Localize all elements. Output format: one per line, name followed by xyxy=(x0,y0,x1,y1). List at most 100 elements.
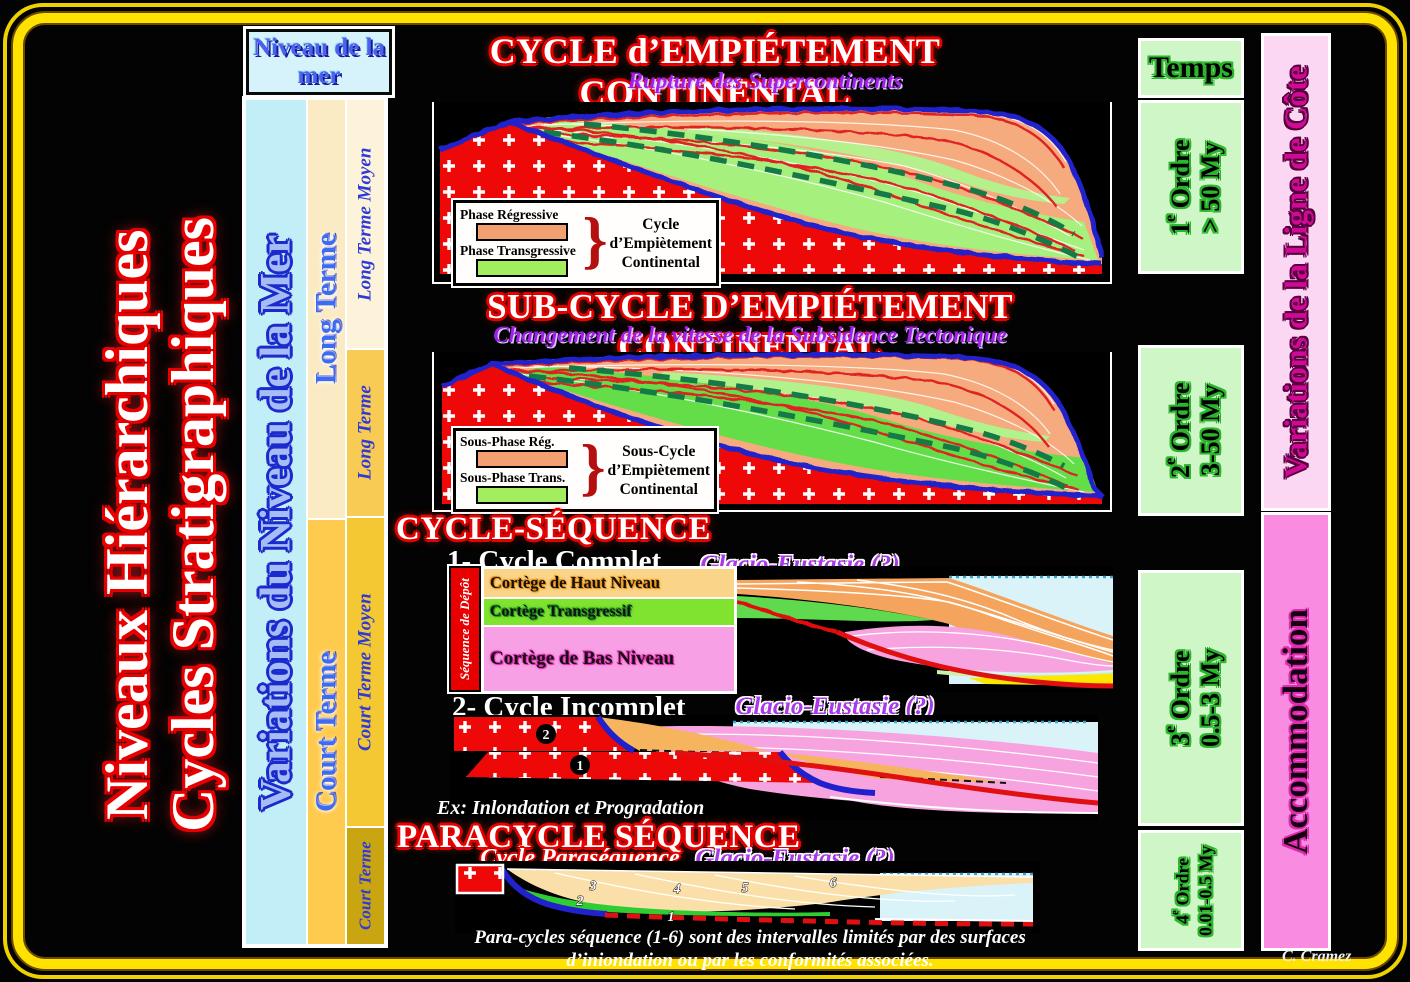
cycle-name-line3: Continental xyxy=(621,253,700,271)
wedge-top-line xyxy=(506,868,1034,878)
maximum-flooding-dashes xyxy=(528,365,1076,495)
parasequence-wedge xyxy=(507,869,1033,912)
example-label: Ex: Inlondation et Progradation xyxy=(437,797,705,819)
paracycle-caption: Para-cycles séquence (1-6) sont des inte… xyxy=(430,926,1070,972)
number-2-circle xyxy=(536,724,556,744)
order-3-duration: 0.5-3 My xyxy=(1195,648,1225,748)
base-white-line xyxy=(874,918,1034,922)
sousphase-regressive-swatch xyxy=(476,450,568,468)
number-1: 1 xyxy=(577,759,584,774)
sequence-depot-bar: Séquence de Dépôt xyxy=(449,566,481,692)
maximum-flooding-dashes xyxy=(543,121,1086,263)
transgressive-band-upper xyxy=(684,126,1070,204)
blue-boundaries xyxy=(439,106,1105,267)
order-2-duration: 3-50 My xyxy=(1195,384,1225,477)
order-4-box: 4e Ordre 0.01-0.5 My xyxy=(1138,830,1244,951)
paracycle-number-3: 3 xyxy=(589,879,597,894)
caption-line2: d’iniondation ou par les conformités ass… xyxy=(566,950,934,971)
court-terme-sub-column: Court Terme xyxy=(347,828,384,944)
brace-icon: } xyxy=(582,204,608,275)
court-terme-label: Court Terme xyxy=(310,651,342,813)
long-terme-moyen-label: Long Terme Moyen xyxy=(354,147,376,301)
sousphase-regressive-label: Sous-Phase Rég. xyxy=(460,434,555,449)
order-3-line1: 3e Ordre xyxy=(1162,650,1195,746)
sea-variations-label: Variations du Niveau de la Mer xyxy=(252,234,300,810)
onlap-curve-2 xyxy=(595,715,636,754)
subcycle-legend-phases: Sous-Phase Rég. Sous-Phase Trans. xyxy=(460,434,580,506)
paracycle-number-1: 1 xyxy=(668,910,675,925)
red-marker-line xyxy=(674,750,1098,806)
poster-title-line1: Niveaux Hiérarchiques xyxy=(94,229,160,821)
order-1-box: 1e Ordre > 50 My xyxy=(1138,100,1244,274)
sea-variations-column: Variations du Niveau de la Mer xyxy=(246,100,306,944)
sea-level-header-label: Niveau de la mer xyxy=(253,34,385,89)
paracycle-number-4: 4 xyxy=(673,882,681,897)
order-3-box: 3e Ordre 0.5-3 My xyxy=(1138,570,1244,826)
court-terme-column: Court Terme xyxy=(308,520,345,944)
cycle-legend-phases: Phase Régressive Phase Transgressive xyxy=(460,207,582,279)
paracycle-number-6: 6 xyxy=(830,876,837,891)
cortege-bas-band: Cortège de Bas Niveau xyxy=(484,627,734,691)
section2-subtitle: Changement de la vitesse de la Subsidenc… xyxy=(493,322,1007,347)
cycle-incomplet-svg: 2 1 xyxy=(450,715,1098,820)
paracycle-number-5: 5 xyxy=(742,881,749,896)
paracycle-number-2: 2 xyxy=(576,894,584,909)
number-1-circle xyxy=(570,755,590,775)
order-4-duration: 0.01-0.5 My xyxy=(1195,845,1216,936)
cortege-bas-label: Cortège de Bas Niveau xyxy=(490,648,675,669)
cycle-name-line1: Cycle xyxy=(642,215,680,233)
outer-gold-frame xyxy=(3,3,1407,979)
transgressive-band xyxy=(529,120,1098,260)
orange-wedge-a xyxy=(598,717,768,751)
subcycle-legend: Sous-Phase Rég. Sous-Phase Trans. } Sous… xyxy=(453,428,717,512)
phase-regressive-label: Phase Régressive xyxy=(460,207,559,222)
accommodation-label: Accommodation xyxy=(1276,609,1315,854)
temps-label: Temps xyxy=(1149,51,1233,84)
transgressive-band xyxy=(514,366,1098,492)
orange-wedge-b xyxy=(780,753,1006,783)
clinoforms-pink xyxy=(851,631,1113,667)
section1-title: CYCLE d’EMPIÉTEMENT CONTINENTAL xyxy=(489,31,941,113)
cortege-haut-band: Cortège de Haut Niveau xyxy=(484,569,734,599)
cycle-name-line2: d’Empiètement xyxy=(609,234,712,252)
cortege-transgressif-band: Cortège Transgressif xyxy=(484,599,734,627)
subcycle-name-line2: d’Empiètement xyxy=(607,461,710,479)
signature: C. Cramez xyxy=(1282,948,1352,965)
parasequence-numbers: 1 2 3 4 5 6 xyxy=(575,876,837,926)
subcycle-legend-name: Sous-Cycle d’Empiètement Continental xyxy=(608,442,710,499)
section3-title: CYCLE-SÉQUENCE xyxy=(396,511,712,547)
long-terme-label: Long Terme xyxy=(310,233,342,385)
sousphase-transgressive-swatch xyxy=(476,486,568,504)
basement-block-1 xyxy=(466,752,820,783)
phase-transgressive-swatch xyxy=(476,259,568,277)
sequence-boundary xyxy=(836,629,1113,689)
clinoforms-orange xyxy=(737,579,1113,657)
sequence-depot-label: Séquence de Dépôt xyxy=(457,578,472,680)
poster-title-line2: Cycles Stratigraphiques xyxy=(160,217,226,833)
phase-transgressive-label: Phase Transgressive xyxy=(460,243,576,258)
onlap-curve xyxy=(499,867,608,917)
court-terme-moyen-column: Court Terme Moyen xyxy=(347,518,384,826)
order-2-box: 2e Ordre 3-50 My xyxy=(1138,345,1244,516)
cortege-haut-label: Cortège de Haut Niveau xyxy=(490,573,661,592)
subcycle-name-line3: Continental xyxy=(619,480,698,498)
caption-line1: Para-cycles séquence (1-6) sont des inte… xyxy=(474,927,1026,948)
sousphase-transgressive-label: Sous-Phase Trans. xyxy=(460,470,566,485)
court-terme-moyen-label: Court Terme Moyen xyxy=(354,593,376,751)
section4-title: PARACYCLE SÉQUENCE xyxy=(397,819,801,855)
cycle-legend-name: Cycle d’Empiètement Continental xyxy=(610,215,712,272)
coastline-column: Variations de la Ligne de Côte xyxy=(1261,33,1331,511)
long-terme-sub-label: Long Terme xyxy=(354,385,376,481)
cortege-transgressif-label: Cortège Transgressif xyxy=(490,603,632,620)
long-terme-moyen-column: Long Terme Moyen xyxy=(347,100,384,348)
cycle-legend: Phase Régressive Phase Transgressive } C… xyxy=(453,200,719,286)
inner-gold-frame xyxy=(13,13,1397,969)
coastline-label: Variations de la Ligne de Côte xyxy=(1277,65,1314,479)
green-band xyxy=(511,885,830,917)
cycle-complet-svg xyxy=(737,566,1113,692)
brace-icon: } xyxy=(580,431,606,502)
parasequence-svg: 1 2 3 4 5 6 xyxy=(455,861,1040,933)
base-white-line xyxy=(829,796,1098,814)
basement-box xyxy=(455,863,505,895)
